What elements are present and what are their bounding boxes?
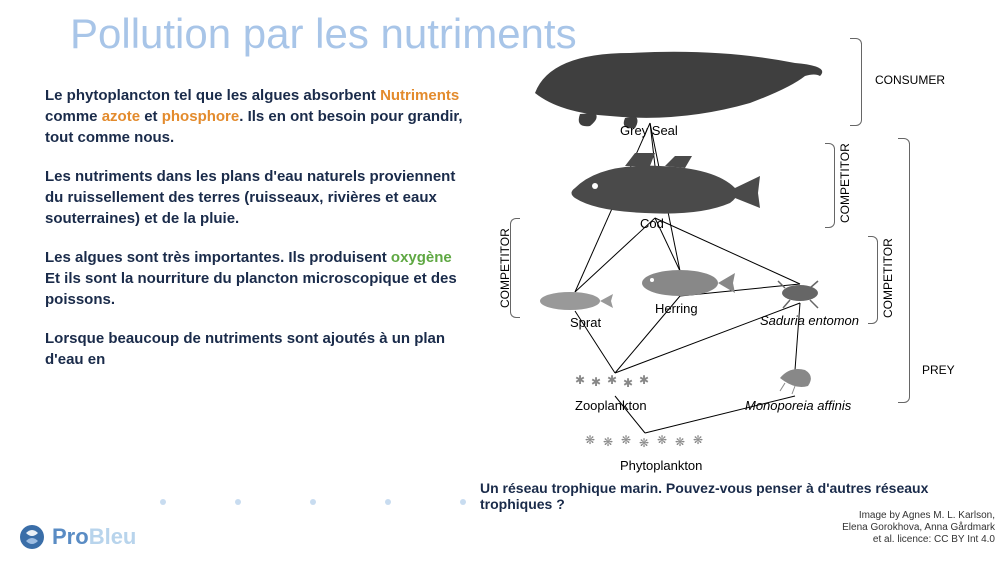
label-monoporeia: Monoporeia affinis	[745, 398, 851, 413]
label-cod: Cod	[640, 216, 664, 231]
paragraph-2: Les nutriments dans les plans d'eau natu…	[45, 166, 465, 229]
p3-oxygene: oxygène	[391, 249, 452, 266]
body-text: Le phytoplancton tel que les algues abso…	[45, 85, 465, 388]
credit-line-1: Image by Agnes M. L. Karlson,	[859, 510, 995, 521]
image-credit: Image by Agnes M. L. Karlson, Elena Goro…	[770, 510, 995, 546]
label-saduria: Saduria entomon	[760, 313, 859, 328]
probleu-logo: ProBleu	[18, 523, 136, 551]
p3-text-a: Les algues sont très importantes. Ils pr…	[45, 249, 391, 266]
credit-line-3: et al. licence: CC BY Int 4.0	[873, 534, 995, 545]
diagram-caption: Un réseau trophique marin. Pouvez-vous p…	[480, 480, 950, 512]
paragraph-4: Lorsque beaucoup de nutriments sont ajou…	[45, 328, 465, 370]
bracket-prey	[898, 138, 910, 403]
monoporeia-shape	[780, 369, 811, 394]
bracket-competitor-2	[868, 236, 878, 324]
logo-text: ProBleu	[52, 524, 136, 550]
p1-text-c: et	[140, 108, 162, 125]
role-competitor-2: COMPETITOR	[881, 238, 895, 318]
probleu-logo-icon	[18, 523, 46, 551]
label-zooplankton: Zooplankton	[575, 398, 647, 413]
label-phytoplankton: Phytoplankton	[620, 458, 702, 473]
p1-text-b: comme	[45, 108, 102, 125]
logo-pro: Pro	[52, 524, 89, 549]
grey-seal-shape	[535, 52, 822, 129]
cod-shape	[572, 153, 761, 214]
p1-nutriments: Nutriments	[380, 87, 459, 104]
credit-line-2: Elena Gorokhova, Anna Gårdmark	[842, 522, 995, 533]
p3-text-b: Et ils sont la nourriture du plancton mi…	[45, 270, 457, 308]
label-grey-seal: Grey Seal	[620, 123, 678, 138]
paragraph-3: Les algues sont très importantes. Ils pr…	[45, 247, 465, 310]
bracket-competitor-1	[825, 143, 835, 228]
bracket-consumer	[850, 38, 862, 126]
p1-phosphore: phosphore	[162, 108, 240, 125]
logo-bleu: Bleu	[89, 524, 137, 549]
diagram-svg	[480, 18, 990, 488]
role-consumer: CONSUMER	[875, 73, 945, 87]
sprat-shape	[540, 292, 613, 310]
label-sprat: Sprat	[570, 315, 601, 330]
role-competitor-3: COMPETITOR	[498, 228, 512, 308]
p1-text-a: Le phytoplancton tel que les algues abso…	[45, 87, 380, 104]
label-herring: Herring	[655, 301, 698, 316]
p1-azote: azote	[102, 108, 140, 125]
paragraph-1: Le phytoplancton tel que les algues abso…	[45, 85, 465, 148]
food-web-diagram: ✱ ✱ ✱ ✱ ✱ ❋ ❋ ❋ ❋ ❋ ❋ ❋ Grey Seal Cod He…	[480, 18, 990, 488]
role-prey: PREY	[922, 363, 955, 377]
role-competitor-1: COMPETITOR	[838, 143, 852, 223]
